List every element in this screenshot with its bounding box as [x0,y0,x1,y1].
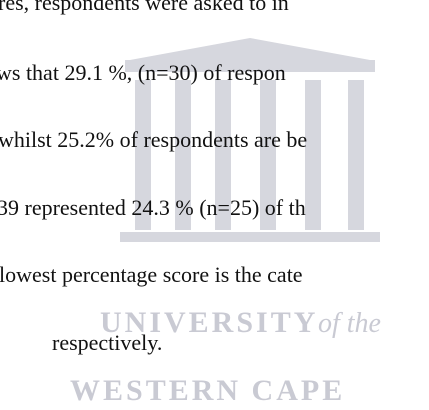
column [135,80,151,230]
entablature [125,60,375,72]
watermark-building [120,38,380,242]
column [348,80,364,230]
text-line: res, respondents were asked to in [0,0,289,15]
watermark: UNIVERSITY of the WESTERN CAPE [70,38,381,407]
column [215,80,231,230]
text-line: 39 represented 24.3 % (n=25) of th [0,195,306,220]
watermark-text: WESTERN CAPE [70,374,345,407]
text-line: lowest percentage score is the cate [0,262,303,287]
pediment [130,38,370,60]
column [260,80,276,230]
column [175,80,191,230]
body: res, respondents were asked to in ws tha… [0,0,307,355]
column [305,80,321,230]
text-line: ws that 29.1 %, (n=30) of respon [0,60,286,85]
watermark-text: UNIVERSITY [100,306,318,339]
base [120,232,380,242]
text-line: respectively. [52,330,162,355]
watermark-text: of the [318,308,381,339]
text-line: whilst 25.2% of respondents are be [0,127,307,152]
